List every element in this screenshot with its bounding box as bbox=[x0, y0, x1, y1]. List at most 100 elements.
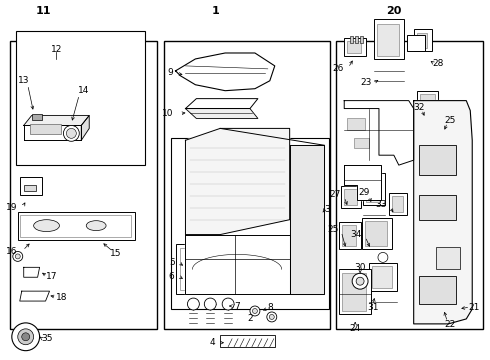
Bar bbox=[365, 221, 387, 247]
Bar bbox=[346, 167, 360, 175]
Text: 7: 7 bbox=[234, 302, 240, 311]
Polygon shape bbox=[20, 291, 49, 301]
Text: 8: 8 bbox=[267, 302, 272, 311]
Text: 19: 19 bbox=[6, 203, 18, 212]
Text: 11: 11 bbox=[36, 6, 51, 16]
Bar bbox=[342, 225, 356, 247]
Bar bbox=[341, 186, 361, 208]
Polygon shape bbox=[24, 125, 81, 140]
Text: 32: 32 bbox=[413, 103, 424, 112]
Text: 6: 6 bbox=[169, 272, 174, 281]
Bar bbox=[350, 36, 353, 43]
Bar bbox=[220, 335, 275, 347]
Bar bbox=[179, 248, 235, 290]
Bar bbox=[164, 41, 330, 329]
Polygon shape bbox=[344, 165, 381, 200]
Circle shape bbox=[267, 312, 277, 322]
Bar bbox=[20, 215, 131, 237]
Polygon shape bbox=[290, 145, 324, 294]
Text: 31: 31 bbox=[367, 302, 379, 311]
Bar bbox=[342, 273, 366, 311]
Bar bbox=[18, 212, 135, 239]
Bar bbox=[431, 100, 450, 130]
Text: 12: 12 bbox=[51, 45, 62, 54]
Text: 34: 34 bbox=[351, 230, 362, 239]
Bar bbox=[344, 189, 357, 205]
Text: 10: 10 bbox=[162, 109, 173, 118]
Circle shape bbox=[63, 125, 79, 141]
Bar bbox=[414, 29, 432, 51]
Bar bbox=[418, 276, 456, 304]
Bar bbox=[377, 24, 399, 56]
Circle shape bbox=[18, 329, 34, 345]
Circle shape bbox=[15, 254, 20, 259]
Bar bbox=[20, 177, 42, 195]
Circle shape bbox=[270, 314, 274, 319]
Bar bbox=[389, 193, 407, 215]
Text: 24: 24 bbox=[349, 324, 361, 333]
Bar bbox=[366, 177, 380, 202]
Circle shape bbox=[22, 333, 30, 341]
Text: 35: 35 bbox=[41, 334, 52, 343]
Bar bbox=[344, 38, 366, 56]
Bar bbox=[392, 196, 403, 212]
Bar bbox=[419, 94, 435, 116]
Circle shape bbox=[378, 252, 388, 262]
Bar bbox=[434, 104, 446, 127]
Text: 16: 16 bbox=[6, 247, 18, 256]
Bar bbox=[374, 19, 404, 59]
Circle shape bbox=[188, 298, 199, 310]
Bar bbox=[355, 36, 358, 43]
Polygon shape bbox=[185, 99, 258, 109]
Text: 15: 15 bbox=[110, 249, 122, 258]
Text: 4: 4 bbox=[210, 338, 215, 347]
Bar bbox=[407, 35, 425, 51]
Bar bbox=[171, 138, 329, 309]
Text: 29: 29 bbox=[358, 188, 370, 197]
Circle shape bbox=[250, 306, 260, 316]
Circle shape bbox=[356, 277, 364, 285]
Text: 25: 25 bbox=[327, 225, 338, 234]
Bar bbox=[418, 145, 456, 175]
Bar bbox=[10, 41, 157, 329]
Polygon shape bbox=[344, 100, 414, 165]
Text: 13: 13 bbox=[18, 76, 29, 85]
Bar bbox=[436, 247, 460, 269]
Text: 33: 33 bbox=[375, 200, 387, 209]
Text: 23: 23 bbox=[361, 78, 372, 87]
Bar bbox=[16, 31, 145, 165]
Text: 27: 27 bbox=[329, 190, 340, 199]
Bar bbox=[354, 138, 369, 148]
Polygon shape bbox=[24, 267, 40, 277]
Polygon shape bbox=[24, 116, 89, 125]
Text: 17: 17 bbox=[46, 272, 57, 281]
Bar bbox=[339, 269, 371, 314]
Text: 14: 14 bbox=[77, 86, 89, 95]
Ellipse shape bbox=[34, 220, 59, 231]
Bar bbox=[339, 222, 361, 249]
Bar bbox=[175, 244, 240, 294]
Text: 9: 9 bbox=[168, 68, 173, 77]
Text: 22: 22 bbox=[445, 320, 456, 329]
Text: 25: 25 bbox=[445, 116, 456, 125]
Circle shape bbox=[222, 298, 234, 310]
Bar bbox=[360, 36, 363, 43]
Polygon shape bbox=[175, 53, 275, 91]
Bar bbox=[32, 113, 42, 121]
Text: 18: 18 bbox=[56, 293, 67, 302]
Bar bbox=[369, 264, 397, 291]
Text: 3: 3 bbox=[324, 205, 330, 214]
Text: 5: 5 bbox=[169, 258, 174, 267]
Bar bbox=[372, 266, 392, 288]
Circle shape bbox=[13, 251, 23, 261]
Bar bbox=[347, 41, 361, 53]
Polygon shape bbox=[185, 235, 290, 294]
Circle shape bbox=[12, 323, 40, 351]
Circle shape bbox=[252, 309, 257, 314]
Bar bbox=[347, 118, 365, 130]
Ellipse shape bbox=[86, 221, 106, 231]
Polygon shape bbox=[185, 109, 258, 118]
Text: 20: 20 bbox=[386, 6, 401, 16]
Text: 28: 28 bbox=[433, 59, 444, 68]
Text: 2: 2 bbox=[247, 314, 253, 323]
